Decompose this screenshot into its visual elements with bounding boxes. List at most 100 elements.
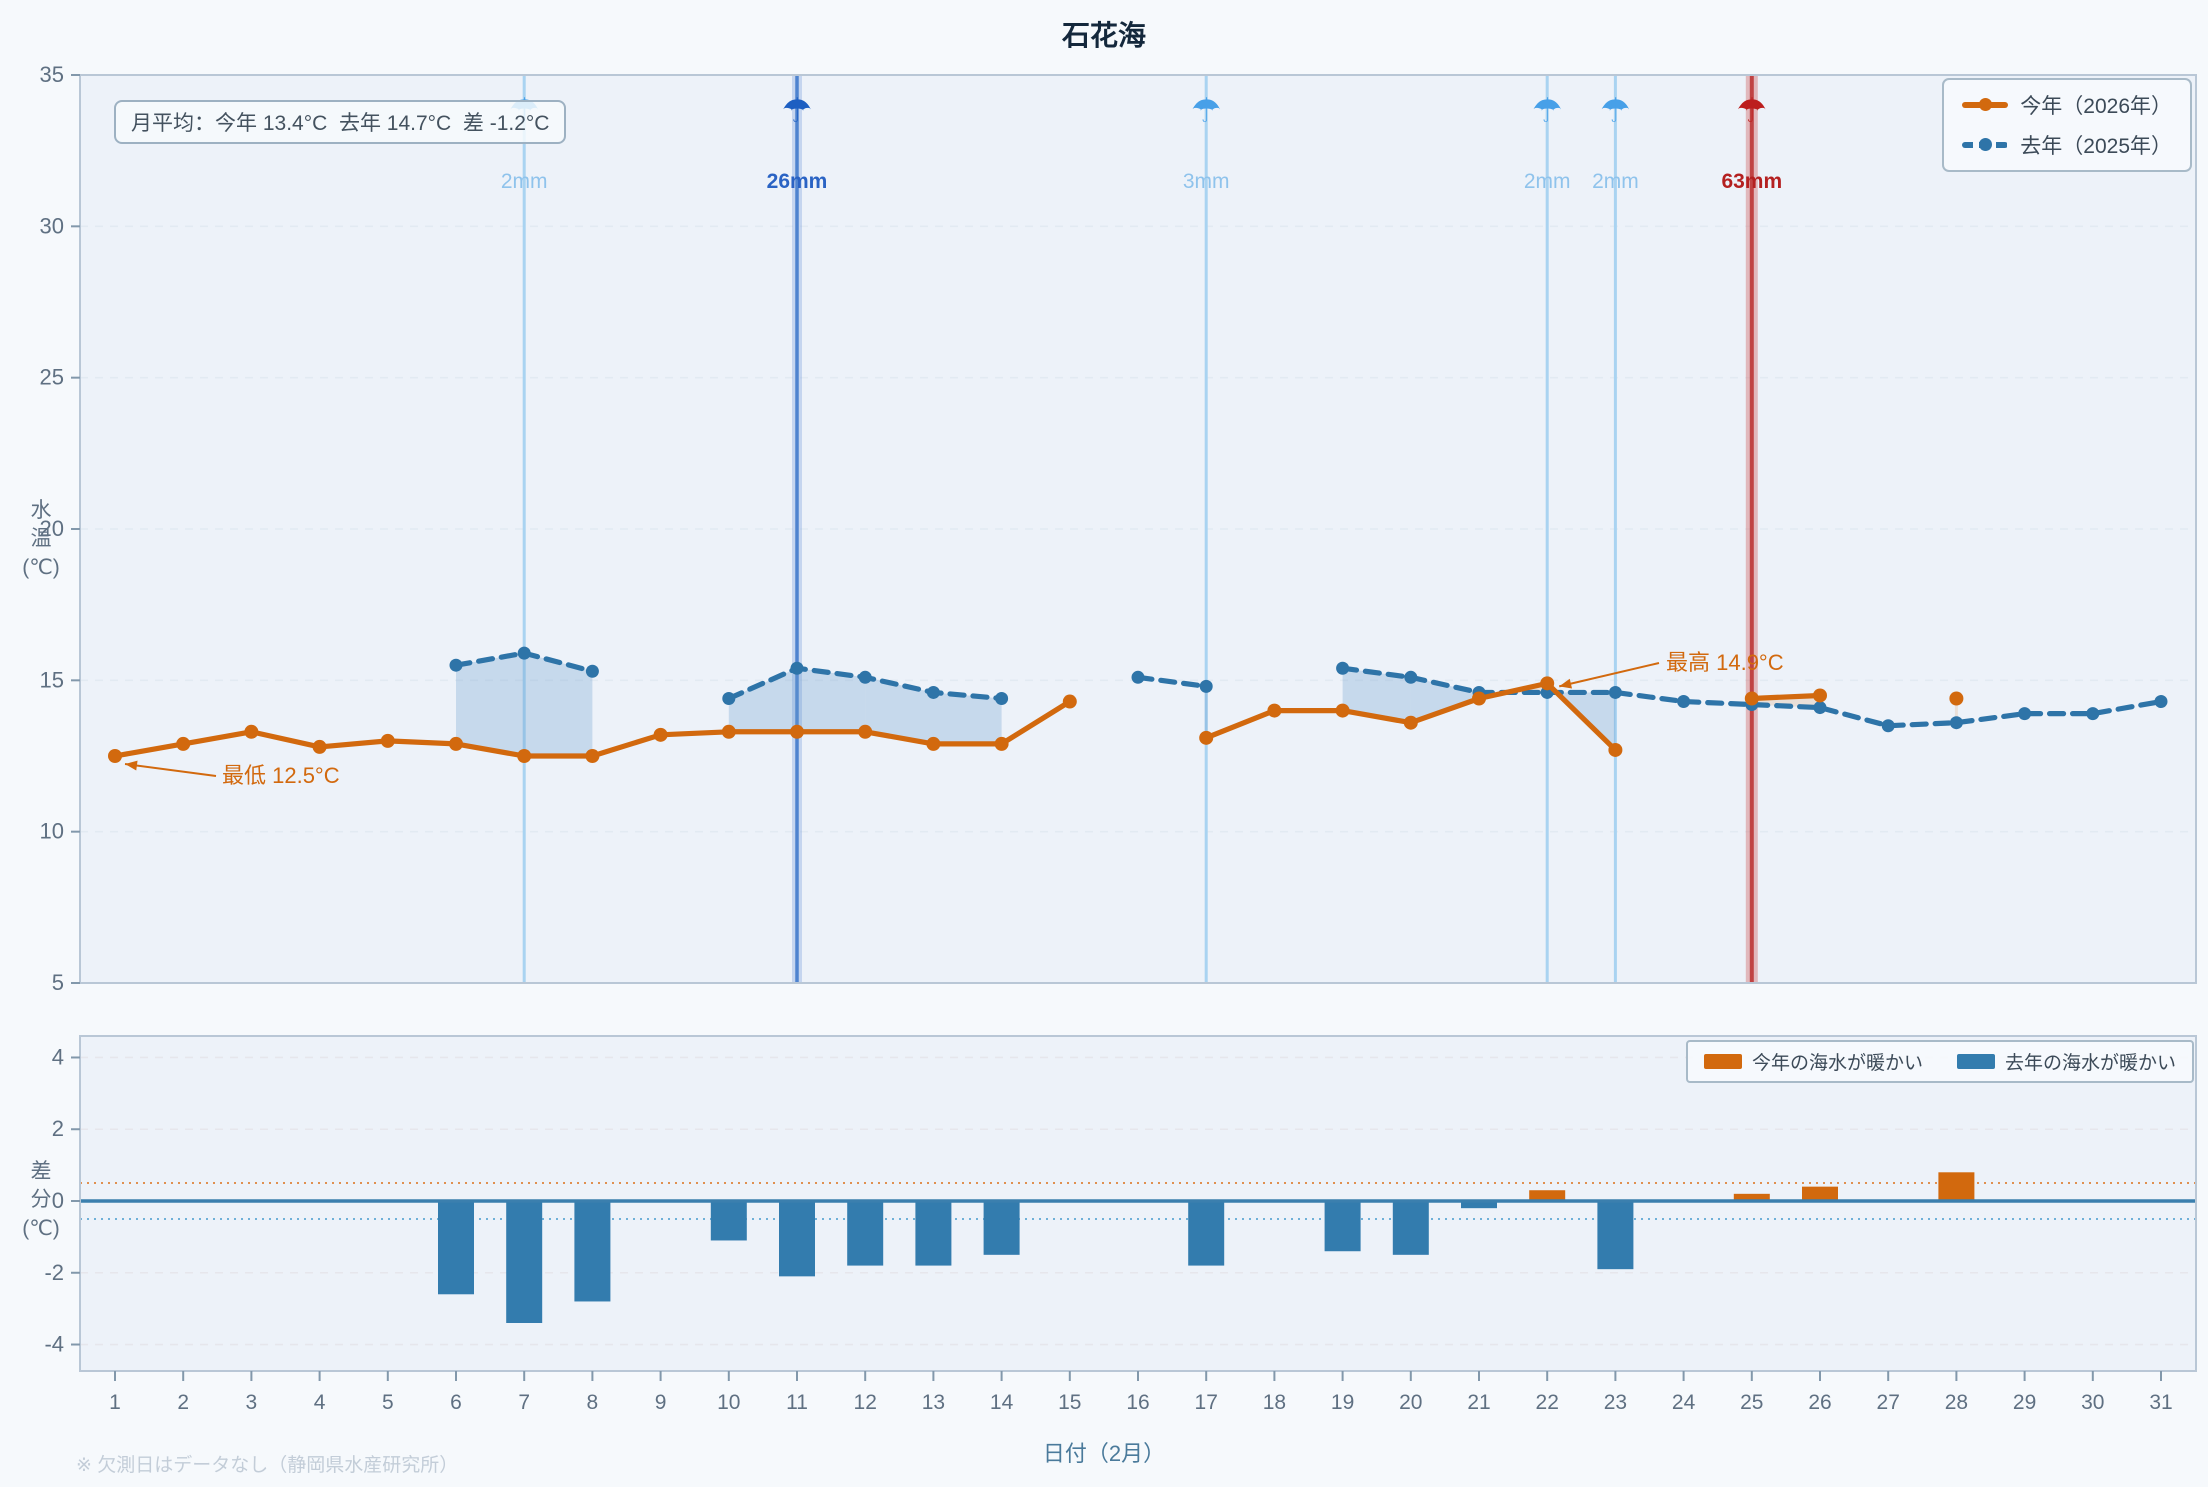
diff-bar-day-20[interactable] [1392,1201,1429,1255]
diff-bar-day-12[interactable] [847,1201,884,1266]
legend-item-last-year[interactable]: 去年（2025年） [1962,130,2172,160]
today-point-day-26[interactable] [1813,688,1827,703]
x-tick-label-day-22: 22 [1536,1391,1559,1414]
x-tick-label-day-11: 11 [786,1391,808,1414]
lastyear-point-day-6[interactable] [449,658,463,672]
lastyear-point-day-16[interactable] [1131,670,1145,684]
diff-bar-day-21[interactable] [1461,1201,1497,1209]
y-tick-label: 4 [52,1044,64,1069]
y-tick-label: 0 [52,1188,64,1213]
x-tick-label-day-3: 3 [246,1391,258,1414]
today-point-day-22[interactable] [1540,676,1555,691]
today-point-day-18[interactable] [1267,703,1282,718]
today-point-day-28[interactable] [1949,691,1964,706]
diff-bar-day-6[interactable] [438,1201,474,1295]
legend-label: 去年の海水が暖かい [2004,1053,2176,1074]
today-point-day-23[interactable] [1608,742,1623,757]
x-tick-label-day-2: 2 [177,1391,189,1414]
today-point-day-6[interactable] [449,736,463,751]
today-point-day-7[interactable] [517,749,532,763]
rain-marker-day-25[interactable]: ☂ 63mm [1721,75,1782,983]
this-year-line-icon [1962,98,2009,111]
lastyear-point-day-13[interactable] [926,685,940,699]
today-point-day-4[interactable] [312,739,327,754]
lastyear-point-day-20[interactable] [1404,670,1418,684]
today-point-day-1[interactable] [108,749,122,763]
lastyear-point-day-11[interactable] [790,661,804,675]
diff-bar-day-25[interactable] [1733,1193,1770,1201]
diff-bar-day-13[interactable] [915,1201,952,1266]
diff-bar-day-28[interactable] [1938,1172,1975,1201]
min-label: 最低 12.5°C [222,763,340,788]
diff-bar-day-7[interactable] [506,1201,543,1323]
today-point-day-21[interactable] [1472,691,1486,706]
rain-amount-label: 26mm [767,170,828,193]
diff-bar-day-19[interactable] [1324,1201,1361,1252]
today-point-day-8[interactable] [585,749,600,763]
rain-marker-day-23[interactable]: ☂ 2mm [1592,75,1639,983]
lastyear-point-day-29[interactable] [2018,707,2032,721]
rain-marker-day-22[interactable]: ☂ 2mm [1524,75,1571,983]
rain-marker-day-17[interactable]: ☂ 3mm [1183,75,1230,983]
rain-amount-label: 2mm [1592,170,1639,193]
today-point-day-15[interactable] [1062,694,1077,709]
today-point-day-10[interactable] [721,724,736,739]
x-tick-label-day-30: 30 [2081,1391,2104,1414]
min-annotation: 最低 12.5°C [124,760,340,788]
umbrella-icon: ☂ [1191,91,1221,131]
diff-bar-day-23[interactable] [1597,1201,1634,1270]
today-point-day-2[interactable] [176,736,191,751]
diff-bar-day-8[interactable] [574,1201,611,1302]
lastyear-point-day-27[interactable] [1881,719,1895,733]
x-tick-label-day-27: 27 [1877,1391,1900,1414]
today-point-day-12[interactable] [858,724,873,739]
lastyear-point-day-24[interactable] [1677,695,1691,709]
today-point-day-19[interactable] [1335,703,1350,718]
y-tick-label: 35 [40,62,64,87]
today-point-day-20[interactable] [1403,715,1418,730]
today-point-day-9[interactable] [653,727,668,742]
band-fill [797,668,866,732]
diff-bar-day-26[interactable] [1802,1186,1838,1201]
lastyear-point-day-26[interactable] [1813,701,1827,715]
diff-bar-day-22[interactable] [1529,1190,1566,1201]
diff-bar-day-17[interactable] [1188,1201,1225,1266]
today-point-day-3[interactable] [244,724,259,739]
today-point-day-14[interactable] [994,736,1009,751]
legend-item-warm-this-year[interactable]: 今年の海水が暖かい [1703,1048,1923,1075]
today-point-day-17[interactable] [1199,730,1214,745]
lastyear-point-day-23[interactable] [1608,685,1622,699]
today-point-day-13[interactable] [926,736,941,751]
band-fill [933,692,1002,744]
lastyear-point-day-31[interactable] [2154,695,2168,709]
umbrella-icon: ☂ [782,91,812,131]
max-annotation: 最高 14.9°C [1558,650,1784,689]
today-point-day-25[interactable] [1744,691,1759,706]
x-tick-label-day-1: 1 [109,1391,121,1414]
x-tick-label-day-7: 7 [518,1391,530,1414]
legend-item-this-year[interactable]: 今年（2026年） [1962,90,2172,120]
last-year-line-icon [1962,138,2009,151]
diff-bar-day-11[interactable] [779,1201,815,1277]
diff-bar-day-10[interactable] [710,1201,747,1241]
lastyear-point-day-12[interactable] [858,670,872,684]
lastyear-point-day-8[interactable] [585,664,599,678]
lastyear-point-day-28[interactable] [1949,716,1963,730]
x-tick-label-day-13: 13 [922,1391,945,1414]
x-tick-label-day-23: 23 [1604,1391,1627,1414]
rain-marker-day-11[interactable]: ☂ 26mm [767,75,828,983]
lastyear-point-day-10[interactable] [722,691,736,705]
band-fill [1954,698,1958,723]
lastyear-point-day-7[interactable] [517,646,531,660]
lastyear-point-day-17[interactable] [1199,679,1213,693]
diff-bar-day-14[interactable] [983,1201,1020,1255]
legend-item-warm-last-year[interactable]: 去年の海水が暖かい [1956,1048,2176,1075]
x-tick-label-day-12: 12 [854,1391,877,1414]
annotation-arrowhead [125,760,138,771]
x-tick-label-day-14: 14 [990,1391,1014,1414]
today-point-day-11[interactable] [790,724,804,739]
lastyear-point-day-14[interactable] [995,691,1009,705]
today-point-day-5[interactable] [380,733,395,748]
lastyear-point-day-30[interactable] [2086,707,2100,721]
lastyear-point-day-19[interactable] [1336,661,1350,675]
